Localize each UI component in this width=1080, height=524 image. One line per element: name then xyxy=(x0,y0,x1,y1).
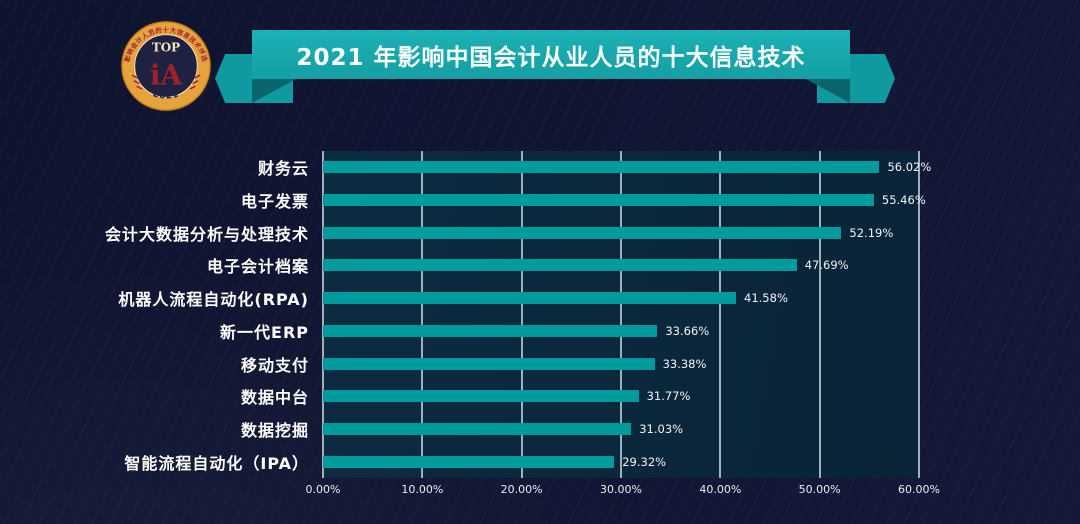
category-label: 财务云 xyxy=(257,159,309,179)
bar-track: 29.32% xyxy=(323,445,919,478)
chart-row: 新一代ERP 33.66% xyxy=(0,315,1080,348)
chart-row: 会计大数据分析与处理技术 52.19% xyxy=(0,216,1080,249)
value-label: 52.19% xyxy=(849,225,894,240)
gridline xyxy=(918,151,920,478)
gridline xyxy=(520,151,523,478)
x-axis: 0.00% 10.00% 20.00% 30.00% 40.00% 50.00% 60.00… xyxy=(306,483,940,499)
bar-track: 47.69% xyxy=(323,249,919,282)
value-label: 31.77% xyxy=(646,389,691,404)
badge-deco-right xyxy=(189,74,201,90)
bar xyxy=(323,292,737,305)
chart-row: 数据中台 31.77% xyxy=(0,380,1080,413)
value-label: 31.03% xyxy=(639,421,684,436)
bar-track: 41.58% xyxy=(323,282,919,315)
chart-row: 数据挖掘 31.03% xyxy=(0,413,1080,446)
bar xyxy=(323,422,632,435)
bar xyxy=(323,194,874,207)
bar-track: 52.19% xyxy=(323,216,919,249)
gridline xyxy=(719,151,722,478)
category-label: 数据中台 xyxy=(240,388,309,408)
bar xyxy=(323,357,655,370)
gridline xyxy=(322,151,324,478)
x-tick-label: 60.00% xyxy=(898,483,940,496)
category-label: 会计大数据分析与处理技术 xyxy=(104,224,309,244)
badge-deco-left xyxy=(131,74,143,90)
value-label: 56.02% xyxy=(887,160,932,175)
badge-monogram: iA xyxy=(150,58,182,91)
gridlines xyxy=(322,151,920,478)
value-label: 29.32% xyxy=(622,454,667,469)
x-tick-label: 20.00% xyxy=(500,483,543,496)
gridline xyxy=(620,151,622,478)
value-label: 47.69% xyxy=(804,258,849,273)
bar-track: 55.46% xyxy=(323,184,926,217)
svg-text:2021: 2021 xyxy=(151,89,180,101)
chart-row: 电子发票 55.46% xyxy=(0,184,1080,217)
bar-track: 33.38% xyxy=(323,347,919,380)
bar xyxy=(323,324,658,337)
category-label: 数据挖掘 xyxy=(240,420,309,440)
category-label: 新一代ERP xyxy=(220,322,309,342)
value-label: 55.46% xyxy=(881,193,926,208)
x-tick-label: 50.00% xyxy=(798,483,841,496)
bar xyxy=(323,259,797,272)
award-badge-logo: 影响会计人员的十大信息技术评选 2021 TOP iA xyxy=(121,21,211,111)
value-label: 33.38% xyxy=(662,356,707,371)
value-label: 41.58% xyxy=(744,291,788,306)
x-tick-label: 10.00% xyxy=(401,483,444,496)
chart-rows: 财务云 56.02% 电子发票 55.46% 会计大数据分析与处理技术 52.19% 电子会… xyxy=(0,151,1080,478)
title-ribbon: 2021 年影响中国会计从业人员的十大信息技术 xyxy=(215,30,895,105)
badge-center-disc xyxy=(134,34,198,98)
chart-row: 机器人流程自动化(RPA) 41.58% xyxy=(0,282,1080,315)
chart-row: 智能流程自动化（IPA） 29.32% xyxy=(0,445,1080,478)
x-tick-label: 40.00% xyxy=(699,483,742,496)
bar xyxy=(323,390,639,403)
chart-row: 移动支付 33.38% xyxy=(0,347,1080,380)
chart-row: 电子会计档案 47.69% xyxy=(0,249,1080,282)
x-tick-label: 0.00% xyxy=(305,483,341,496)
category-label: 机器人流程自动化(RPA) xyxy=(118,290,309,310)
bar-track: 31.03% xyxy=(323,413,919,446)
x-tick-label: 30.00% xyxy=(600,483,642,496)
bar-track: 33.66% xyxy=(323,315,919,348)
ribbon-body: 2021 年影响中国会计从业人员的十大信息技术 xyxy=(252,30,850,79)
value-label: 33.66% xyxy=(665,323,710,338)
category-label: 智能流程自动化（IPA） xyxy=(124,453,309,473)
badge-year: 2021 xyxy=(151,89,179,101)
bar-track: 31.77% xyxy=(323,380,919,413)
category-label: 移动支付 xyxy=(240,355,309,375)
badge-top-label: TOP xyxy=(152,40,180,54)
bar xyxy=(323,161,880,174)
gridline xyxy=(818,151,821,478)
chart-row: 财务云 56.02% xyxy=(0,151,1080,184)
gridline xyxy=(421,151,424,478)
bar xyxy=(323,455,615,468)
category-label: 电子发票 xyxy=(240,192,309,212)
category-label: 电子会计档案 xyxy=(206,257,309,277)
page-title: 2021 年影响中国会计从业人员的十大信息技术 xyxy=(296,44,806,71)
bar-track: 56.02% xyxy=(323,151,931,184)
bar xyxy=(323,226,842,239)
